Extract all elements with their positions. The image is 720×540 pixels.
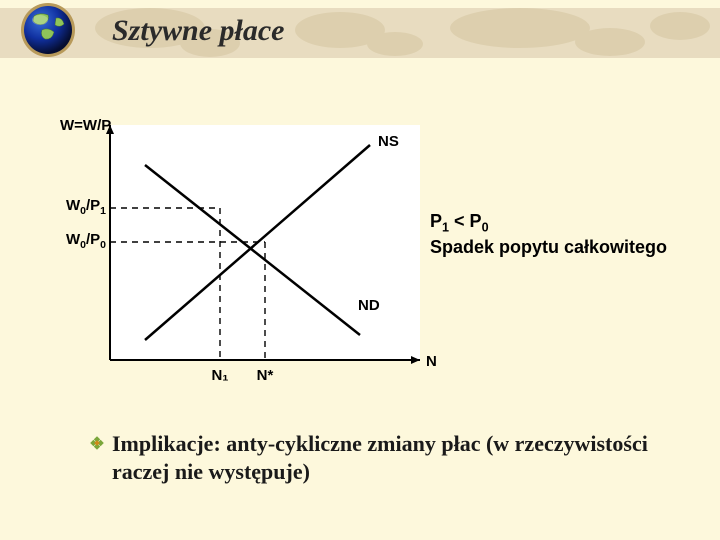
globe-icon xyxy=(20,2,76,58)
svg-text:ND: ND xyxy=(358,297,380,314)
svg-text:N: N xyxy=(426,353,437,370)
bullet-text: Implikacje: anty-cykliczne zmiany płac (… xyxy=(112,430,660,485)
bullet-row: Implikacje: anty-cykliczne zmiany płac (… xyxy=(90,430,660,485)
svg-text:NS: NS xyxy=(378,133,399,150)
chart: NSNDW0/P1W0/P0N₁N*W=W/PN xyxy=(50,110,470,410)
svg-text:W=W/P: W=W/P xyxy=(60,117,111,134)
page-title: Sztywne płace xyxy=(112,14,285,48)
svg-text:N*: N* xyxy=(257,367,274,384)
svg-text:N₁: N₁ xyxy=(211,367,228,384)
chart-svg: NSNDW0/P1W0/P0N₁N*W=W/PN xyxy=(50,110,470,410)
annotation-line1: P1 < P0 xyxy=(430,210,667,236)
header-map-decoration xyxy=(0,8,720,58)
bullet-icon xyxy=(90,436,104,450)
side-annotation: P1 < P0 Spadek popytu całkowitego xyxy=(430,210,667,259)
annotation-line2: Spadek popytu całkowitego xyxy=(430,236,667,259)
